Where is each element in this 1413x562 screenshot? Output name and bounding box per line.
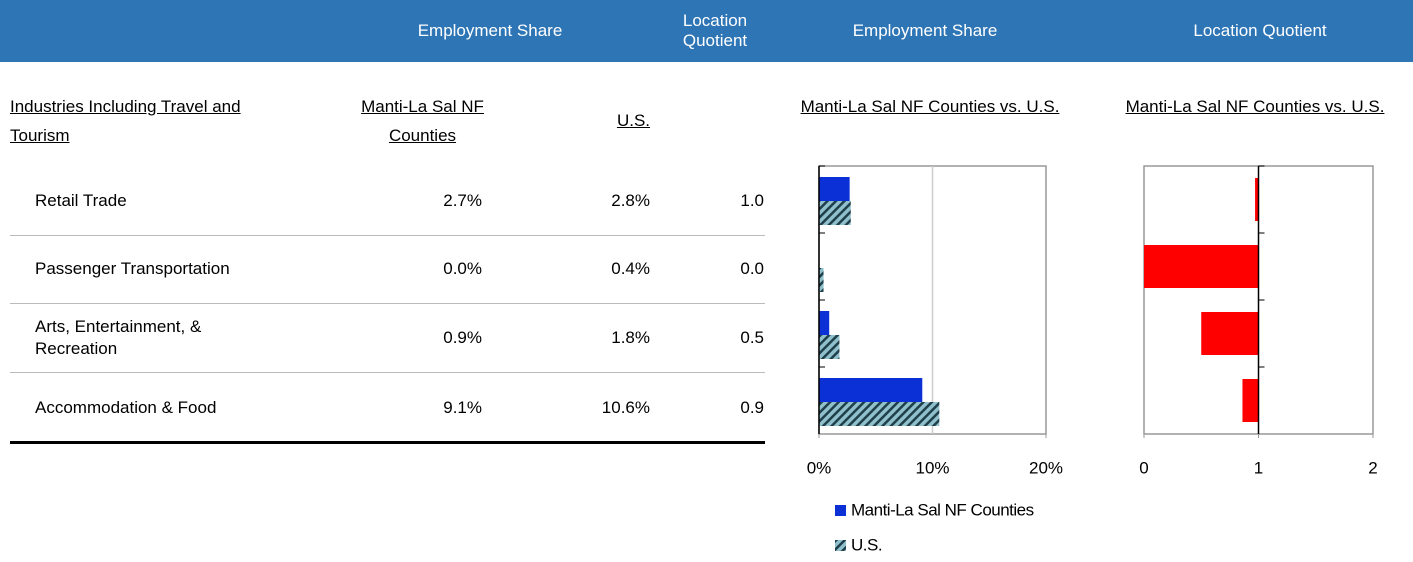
band-title: Employment Share (417, 21, 563, 40)
chart-subtitle: Manti-La Sal NF Counties vs. U.S. (1125, 97, 1385, 116)
table-cell: 1.8% (611, 328, 650, 347)
x-tick-label: 1 (1254, 458, 1263, 477)
bar (819, 311, 830, 335)
table-cell: 9.1% (443, 398, 482, 417)
row-label: Retail Trade (35, 191, 127, 210)
bar (1255, 178, 1259, 221)
table-cell: 2.8% (611, 191, 650, 210)
bar (819, 402, 940, 426)
x-tick-label: 20% (1029, 458, 1063, 477)
bar (1242, 379, 1259, 422)
bar (1201, 312, 1259, 355)
bar (819, 177, 850, 201)
row-separator (10, 235, 765, 236)
x-tick-label: 2 (1368, 458, 1377, 477)
table-bottom-rule (10, 441, 765, 444)
legend-swatch (835, 505, 846, 516)
table-cell: 10.6% (601, 398, 650, 417)
bar (1144, 245, 1259, 288)
row-separator (10, 303, 765, 304)
legend-label: Manti-La Sal NF Counties (851, 500, 1034, 519)
table-cell: 1.0 (740, 191, 764, 210)
table-cell: 0.0% (443, 259, 482, 278)
row-label: Arts, Entertainment, & Recreation (35, 317, 202, 358)
legend-swatch (835, 540, 846, 551)
column-header: Industries Including Travel and Tourism (10, 97, 241, 145)
legend-label: U.S. (851, 535, 882, 554)
column-header: U.S. (616, 111, 650, 130)
bar (819, 201, 851, 225)
table-cell: 0.9 (740, 398, 764, 417)
x-tick-label: 10% (915, 458, 949, 477)
bar (819, 378, 923, 402)
band-title: Location Quotient (682, 11, 748, 50)
bar (819, 335, 840, 359)
row-label: Accommodation & Food (35, 398, 217, 417)
chart-subtitle: Manti-La Sal NF Counties vs. U.S. (800, 97, 1060, 116)
table-cell: 0.5 (740, 328, 764, 347)
row-label: Passenger Transportation (35, 259, 230, 278)
column-header: Manti-La Sal NF Counties (361, 97, 484, 145)
band-title: Employment Share (852, 21, 998, 40)
x-tick-label: 0% (807, 458, 832, 477)
x-tick-label: 0 (1139, 458, 1148, 477)
table-cell: 0.9% (443, 328, 482, 347)
header-band (0, 0, 1413, 62)
row-separator (10, 372, 765, 373)
table-cell: 0.0 (740, 259, 764, 278)
band-title: Location Quotient (1193, 21, 1327, 40)
bar (819, 268, 824, 292)
table-cell: 2.7% (443, 191, 482, 210)
table-cell: 0.4% (611, 259, 650, 278)
